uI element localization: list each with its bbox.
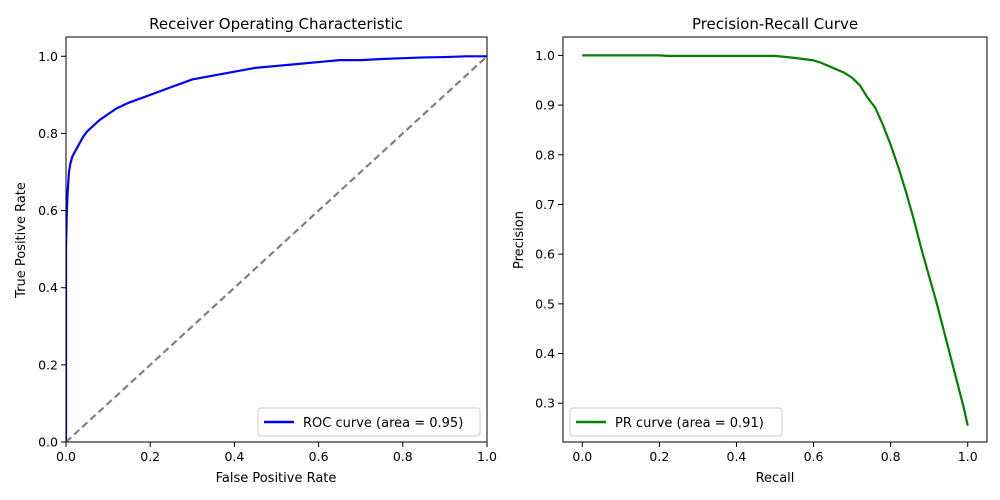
roc-plot-area <box>65 36 488 443</box>
roc-legend-box <box>257 407 481 437</box>
pr-title: Precision-Recall Curve <box>692 15 858 33</box>
pr-legend-box <box>569 407 783 437</box>
roc-y-tick-label: 0.8 <box>38 126 58 141</box>
pr-curve-line <box>582 54 969 426</box>
pr-y-ticks: 0.3 0.4 0.5 0.6 0.7 0.8 0.9 1.0 <box>535 48 563 411</box>
pr-y-axis-label: Precision <box>512 211 527 269</box>
roc-axes-frame <box>65 36 488 443</box>
roc-x-ticks: 0.0 0.2 0.4 0.6 0.8 1.0 <box>56 442 497 464</box>
roc-chance-line <box>66 55 487 442</box>
pr-legend: PR curve (area = 0.91) <box>569 407 783 437</box>
roc-x-tick-label: 0.6 <box>309 449 329 464</box>
pr-y-tick-label: 0.5 <box>535 296 555 311</box>
pr-chart: Precision-Recall Curve 0.0 0.2 0.4 0.6 0.8 1.… <box>512 15 988 486</box>
roc-x-tick-label: 0.0 <box>56 449 76 464</box>
roc-y-axis-label: True Positive Rate <box>14 182 29 299</box>
pr-axes-frame <box>562 36 988 443</box>
roc-x-axis-label: False Positive Rate <box>216 471 337 486</box>
roc-curve-line <box>66 55 487 442</box>
roc-y-tick-label: 0.4 <box>38 280 58 295</box>
pr-x-tick-label: 1.0 <box>958 449 978 464</box>
pr-x-tick-label: 0.2 <box>649 449 669 464</box>
pr-y-tick-label: 0.6 <box>535 247 555 262</box>
pr-y-tick-label: 0.8 <box>535 147 555 162</box>
pr-y-tick-label: 0.9 <box>535 98 555 113</box>
roc-y-tick-label: 0.0 <box>38 435 58 450</box>
roc-title: Receiver Operating Characteristic <box>149 15 403 33</box>
pr-x-ticks: 0.0 0.2 0.4 0.6 0.8 1.0 <box>572 442 978 464</box>
roc-legend: ROC curve (area = 0.95) <box>257 407 481 437</box>
roc-y-tick-label: 1.0 <box>38 49 58 64</box>
pr-x-axis-label: Recall <box>756 471 795 486</box>
roc-y-tick-label: 0.6 <box>38 203 58 218</box>
pr-x-tick-label: 0.6 <box>804 449 824 464</box>
roc-legend-label: ROC curve (area = 0.95) <box>303 416 463 431</box>
roc-x-tick-label: 0.2 <box>140 449 160 464</box>
pr-y-tick-label: 0.4 <box>535 346 555 361</box>
pr-y-tick-label: 1.0 <box>535 48 555 63</box>
pr-x-tick-label: 0.8 <box>881 449 901 464</box>
pr-x-tick-label: 0.4 <box>727 449 747 464</box>
pr-legend-label: PR curve (area = 0.91) <box>615 416 764 431</box>
pr-plot-area <box>562 36 988 443</box>
roc-x-tick-label: 1.0 <box>477 449 497 464</box>
roc-y-tick-label: 0.2 <box>38 357 58 372</box>
roc-x-tick-label: 0.4 <box>224 449 244 464</box>
pr-y-tick-label: 0.3 <box>535 396 555 411</box>
roc-y-ticks: 0.0 0.2 0.4 0.6 0.8 1.0 <box>38 49 66 450</box>
roc-chart: Receiver Operating Characteristic 0.0 0.2… <box>14 15 497 486</box>
roc-x-tick-label: 0.8 <box>393 449 413 464</box>
pr-y-tick-label: 0.7 <box>535 197 555 212</box>
pr-x-tick-label: 0.0 <box>572 449 592 464</box>
